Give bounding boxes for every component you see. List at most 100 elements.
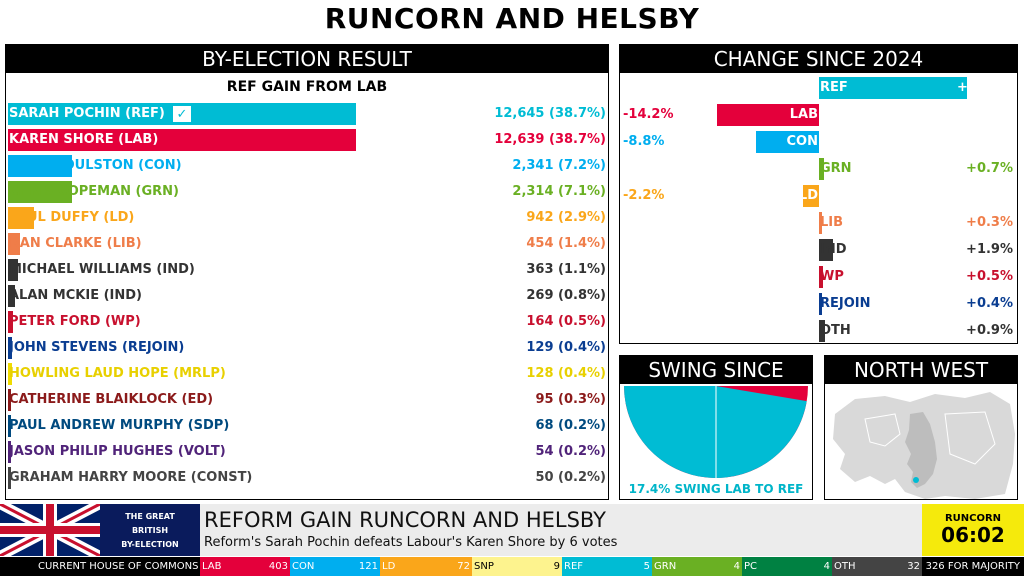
candidate-name: PETER FORD (WP) (9, 314, 141, 329)
commons-segment: PC 4 (742, 557, 832, 576)
change-party: WP (820, 269, 844, 284)
change-row: REJOIN +0.4% (620, 293, 1017, 315)
candidate-name: CHRIS COPEMAN (GRN) (9, 184, 180, 199)
ticker: THE GREAT BRITISH BY-ELECTION REFORM GAI… (0, 504, 1024, 556)
constituency-clock: RUNCORN 06:02 (922, 504, 1024, 556)
commons-seats: 72 (457, 561, 470, 572)
change-party: OTH (820, 323, 851, 338)
map-north-west (905, 412, 937, 488)
change-row: LAB -14.2% (620, 104, 1017, 126)
candidate-bar (8, 415, 11, 437)
change-value: +0.3% (966, 215, 1013, 230)
candidate-row: DAN CLARKE (LIB) 454 (1.4%) (8, 233, 606, 255)
headline: REFORM GAIN RUNCORN AND HELSBY (204, 508, 607, 532)
commons-seats: 403 (268, 561, 288, 572)
change-panel: CHANGE SINCE 2024 REF +20.6% LAB -14.2% CON -… (619, 44, 1018, 344)
map-constituency (913, 477, 919, 483)
candidate-bar (8, 389, 11, 411)
change-bar (819, 158, 824, 180)
candidate-row: CHRIS COPEMAN (GRN) 2,314 (7.1%) (8, 181, 606, 203)
change-value: +0.9% (966, 323, 1013, 338)
map-borders (864, 411, 996, 465)
commons-bar: CURRENT HOUSE OF COMMONS LAB 403 CON 121 LD 7… (0, 557, 1024, 576)
candidate-row: PAUL ANDREW MURPHY (SDP) 68 (0.2%) (8, 415, 606, 437)
candidate-name: HOWLING LAUD HOPE (MRLP) (9, 366, 226, 381)
candidate-name: DAN CLARKE (LIB) (9, 236, 142, 251)
results-panel: BY-ELECTION RESULT REF GAIN FROM LAB SAR… (5, 44, 609, 500)
candidate-row: GRAHAM HARRY MOORE (CONST) 50 (0.2%) (8, 467, 606, 489)
change-value: -2.2% (623, 188, 665, 203)
commons-segment: OTH 32 (832, 557, 922, 576)
change-row: CON -8.8% (620, 131, 1017, 153)
change-bar (756, 131, 819, 153)
commons-seats: 121 (358, 561, 378, 572)
change-bar (717, 104, 819, 126)
candidate-bar (8, 207, 34, 229)
winner-tick-icon: ✓ (173, 106, 191, 122)
candidate-row: MICHAEL WILLIAMS (IND) 363 (1.1%) (8, 259, 606, 281)
change-party: LD (798, 188, 818, 203)
change-bar (819, 239, 833, 261)
candidate-name: GRAHAM HARRY MOORE (CONST) (9, 470, 253, 485)
commons-party: LAB (202, 561, 222, 572)
commons-party: SNP (474, 561, 494, 572)
swing-text: 17.4% SWING LAB TO REF (628, 482, 804, 496)
majority-text: 326 FOR MAJORITY (925, 561, 1020, 572)
clock-name: RUNCORN (944, 513, 1002, 524)
swing-meter (624, 386, 808, 480)
candidate-bar (8, 337, 12, 359)
commons-party: REF (564, 561, 584, 572)
change-party: REJOIN (820, 296, 871, 311)
union-flag-icon (0, 504, 100, 556)
change-party: CON (786, 134, 818, 149)
candidate-row: KAREN SHORE (LAB) 12,639 (38.7%) (8, 129, 606, 151)
candidate-name: SEAN HOULSTON (CON) (9, 158, 182, 173)
commons-party: PC (744, 561, 758, 572)
swing-to-segment (624, 386, 807, 479)
candidate-votes: 2,341 (7.2%) (512, 158, 606, 173)
candidate-votes: 95 (0.3%) (535, 392, 606, 407)
candidate-votes: 128 (0.4%) (526, 366, 606, 381)
candidate-votes: 50 (0.2%) (535, 470, 606, 485)
change-party: IND (820, 242, 847, 257)
gain-text: REF GAIN FROM LAB (226, 79, 388, 95)
candidate-row: JOHN STEVENS (REJOIN) 129 (0.4%) (8, 337, 606, 359)
candidate-bar (8, 285, 15, 307)
candidate-votes: 164 (0.5%) (526, 314, 606, 329)
candidate-name: JASON PHILIP HUGHES (VOLT) (9, 444, 226, 459)
change-value: +0.4% (966, 296, 1013, 311)
commons-segment: SNP 9 (472, 557, 562, 576)
candidate-votes: 12,645 (38.7%) (494, 106, 606, 121)
candidate-bar (8, 441, 11, 463)
commons-seats: 4 (823, 561, 830, 572)
union-flag-box: THE GREAT BRITISH BY-ELECTION (0, 504, 200, 556)
change-value: +1.9% (966, 242, 1013, 257)
candidate-name: MICHAEL WILLIAMS (IND) (9, 262, 195, 277)
change-bar (819, 293, 822, 315)
flag-line-2: BRITISH (131, 526, 169, 535)
commons-party: CON (292, 561, 315, 572)
change-bar (819, 320, 825, 342)
candidate-row: PAUL DUFFY (LD) 942 (2.9%) (8, 207, 606, 229)
change-row: LIB +0.3% (620, 212, 1017, 234)
change-row: LD -2.2% (620, 185, 1017, 207)
candidate-bar (8, 129, 356, 151)
candidate-bar (8, 311, 13, 333)
candidate-bar (8, 363, 12, 385)
candidate-votes: 129 (0.4%) (526, 340, 606, 355)
candidate-votes: 454 (1.4%) (526, 236, 606, 251)
candidate-row: CATHERINE BLAIKLOCK (ED) 95 (0.3%) (8, 389, 606, 411)
change-row: IND +1.9% (620, 239, 1017, 261)
candidate-row: JASON PHILIP HUGHES (VOLT) 54 (0.2%) (8, 441, 606, 463)
commons-segment: REF 5 (562, 557, 652, 576)
candidate-row: PETER FORD (WP) 164 (0.5%) (8, 311, 606, 333)
change-bar (803, 185, 819, 207)
candidate-votes: 68 (0.2%) (535, 418, 606, 433)
commons-seats: 5 (643, 561, 650, 572)
commons-seats: 9 (553, 561, 560, 572)
candidate-votes: 269 (0.8%) (526, 288, 606, 303)
change-party: LIB (820, 215, 844, 230)
commons-segment: CON 121 (290, 557, 380, 576)
candidate-row: SEAN HOULSTON (CON) 2,341 (7.2%) (8, 155, 606, 177)
commons-segment: GRN 4 (652, 557, 742, 576)
